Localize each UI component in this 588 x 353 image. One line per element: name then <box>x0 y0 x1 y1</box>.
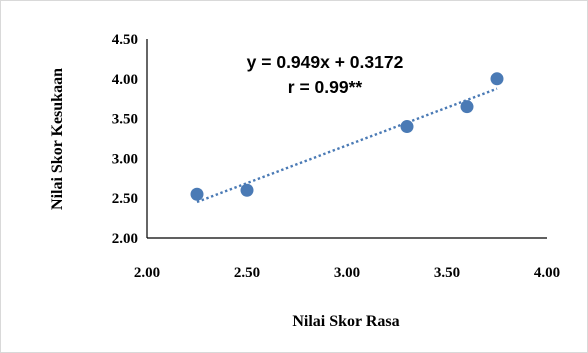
y-tick-label: 3.00 <box>112 151 138 167</box>
data-point <box>490 72 504 86</box>
data-point <box>460 100 474 114</box>
trendline <box>196 87 498 204</box>
axes <box>146 39 547 239</box>
x-tick-label: 2.50 <box>234 265 260 281</box>
trendline-group <box>196 87 498 204</box>
data-point <box>240 183 254 197</box>
x-tick-label: 2.00 <box>134 265 160 281</box>
y-axis-title: Nilai Skor Kesukaan <box>49 68 66 210</box>
data-points <box>190 72 504 201</box>
y-tick-label: 2.00 <box>112 231 138 247</box>
regression-equation: y = 0.949x + 0.3172 <box>247 52 404 72</box>
x-tick-labels: 2.00 2.50 3.00 3.50 4.00 <box>134 265 560 281</box>
data-point <box>190 187 204 201</box>
x-axis-title: Nilai Skor Rasa <box>292 313 399 330</box>
y-tick-label: 4.50 <box>112 32 138 48</box>
data-point <box>400 120 414 134</box>
y-tick-label: 2.50 <box>112 191 138 207</box>
x-tick-label: 4.00 <box>534 265 560 281</box>
x-tick-label: 3.50 <box>434 265 460 281</box>
correlation-label: r = 0.99** <box>288 77 363 97</box>
y-tick-label: 3.50 <box>112 112 138 128</box>
y-tick-label: 4.00 <box>112 72 138 88</box>
y-tick-labels: 2.00 2.50 3.00 3.50 4.00 4.50 <box>112 32 138 247</box>
x-tick-label: 3.00 <box>334 265 360 281</box>
